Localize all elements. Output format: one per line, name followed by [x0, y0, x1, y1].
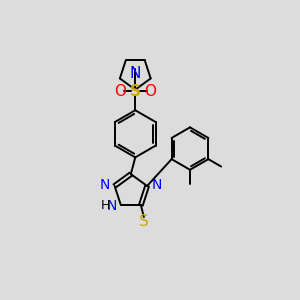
Text: S: S: [130, 84, 141, 99]
Text: O: O: [145, 84, 157, 99]
Text: S: S: [139, 214, 149, 229]
Text: N: N: [106, 199, 117, 213]
Text: N: N: [151, 178, 162, 192]
Text: N: N: [130, 66, 141, 81]
Text: O: O: [114, 84, 126, 99]
Text: N: N: [100, 178, 110, 192]
Text: H: H: [100, 199, 110, 212]
